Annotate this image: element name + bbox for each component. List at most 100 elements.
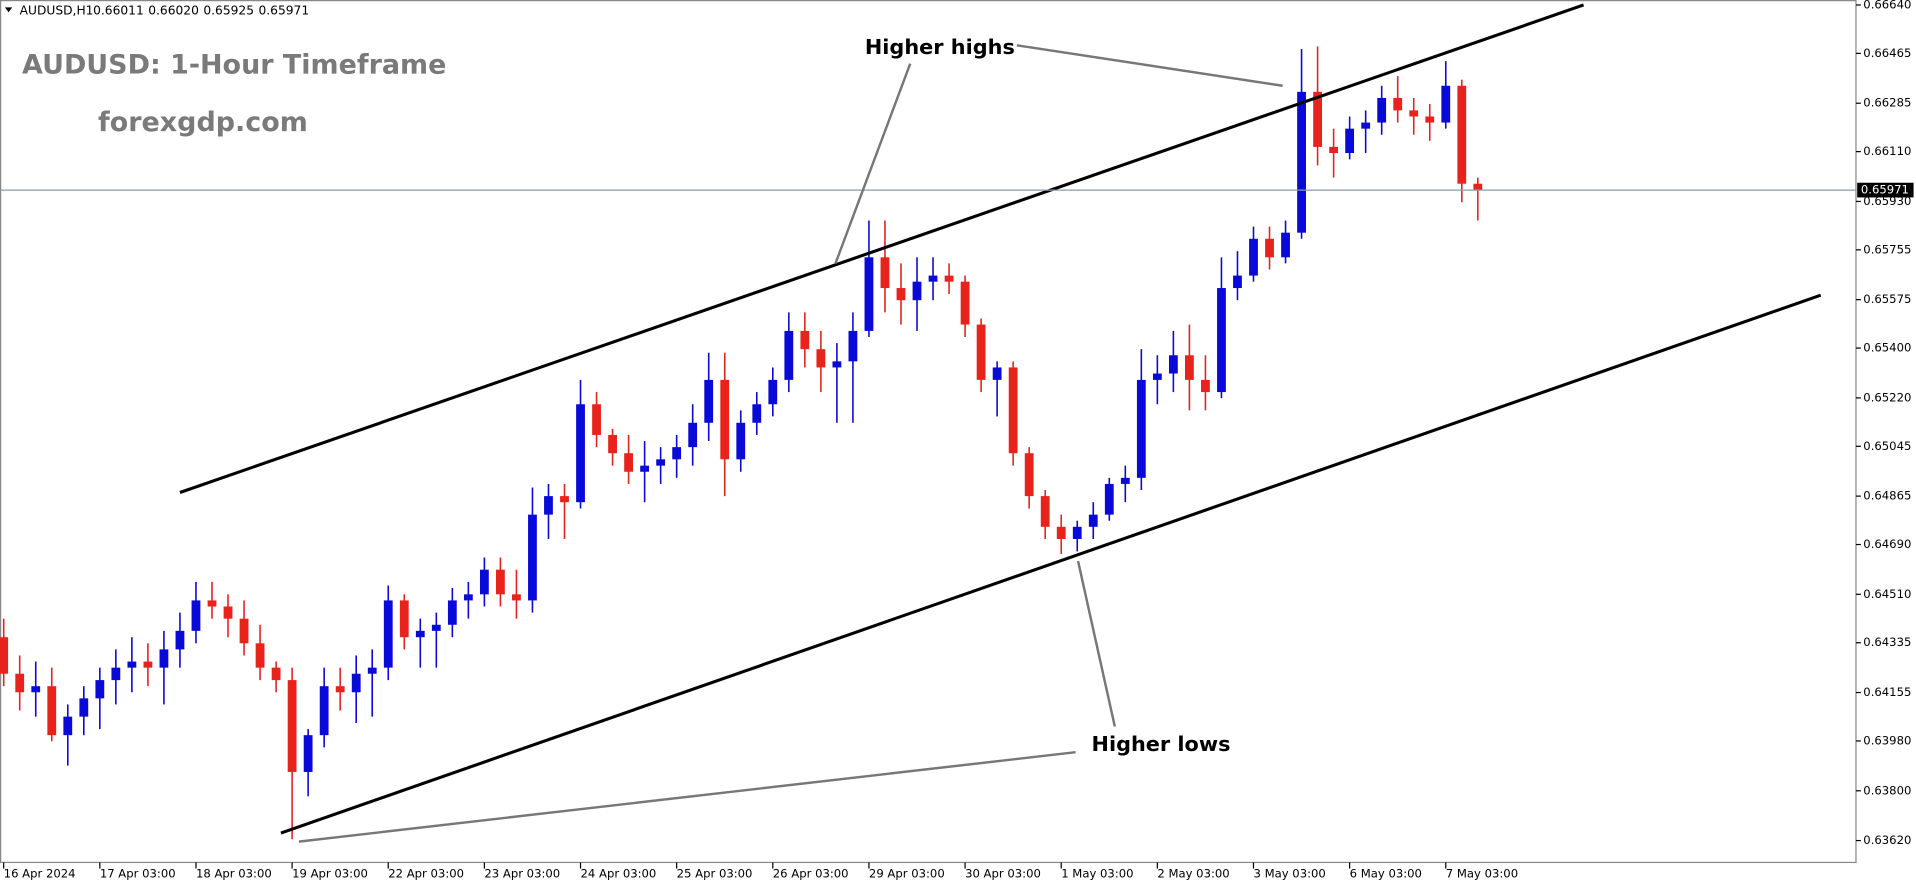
candle-body	[784, 330, 794, 380]
x-tick-label: 17 Apr 03:00	[100, 867, 176, 881]
candle-body	[175, 630, 185, 650]
y-tick-label: 0.64690	[1863, 537, 1911, 551]
y-tick-label: 0.66110	[1863, 144, 1911, 158]
y-tick-label: 0.65575	[1863, 292, 1911, 306]
candle-body	[592, 404, 601, 435]
annotation-pointers	[298, 44, 1283, 843]
candle-body	[992, 367, 1002, 380]
candle-body	[768, 379, 778, 405]
candle-body	[624, 453, 634, 472]
candle-body	[928, 275, 938, 282]
symbol-arrow	[4, 7, 13, 13]
candle-body	[319, 686, 329, 736]
candle-body	[463, 594, 473, 601]
candle-body	[1120, 477, 1130, 484]
candle-body	[383, 600, 393, 668]
candle-body	[880, 257, 890, 289]
y-tick-label: 0.63800	[1863, 783, 1911, 797]
candle-body	[1297, 91, 1306, 233]
candle-body	[111, 667, 121, 681]
x-tick-label: 25 Apr 03:00	[677, 867, 753, 881]
trendlines: 0.65971	[0, 3, 1914, 835]
x-tick-label: 29 Apr 03:00	[869, 867, 945, 881]
candle-body	[1056, 526, 1066, 539]
candle-body	[191, 600, 201, 631]
candle-body	[608, 434, 617, 454]
candle-body	[832, 361, 842, 368]
candles	[0, 46, 1483, 840]
ticks: 0.666400.664650.662850.661100.659300.657…	[3, 0, 1911, 881]
candle-body	[800, 330, 810, 350]
candle-body	[1377, 97, 1387, 123]
candle-body	[720, 379, 730, 460]
y-tick-label: 0.66640	[1863, 0, 1911, 11]
candle-body	[752, 404, 762, 423]
candle-body	[1104, 483, 1114, 515]
candle-body	[447, 600, 457, 625]
candle-body	[1393, 97, 1403, 111]
trendline	[179, 3, 1585, 494]
candle-body	[912, 281, 922, 301]
y-tick-label: 0.63620	[1863, 833, 1911, 847]
candle-body	[1361, 122, 1371, 129]
candle-body	[1345, 128, 1355, 154]
chart-title: AUDUSD: 1-Hour Timeframe	[22, 50, 446, 81]
candle-body	[528, 514, 537, 601]
x-tick-label: 2 May 03:00	[1157, 867, 1229, 881]
candle-body	[335, 686, 345, 693]
x-tick-label: 23 Apr 03:00	[484, 867, 560, 881]
candle-body	[1409, 110, 1419, 117]
candle-body	[1217, 288, 1226, 393]
candle-body	[47, 686, 57, 736]
candle-body	[1088, 514, 1098, 527]
candle-body	[0, 637, 9, 674]
current-price-label: 0.65971	[1861, 183, 1909, 197]
candle-body	[143, 661, 153, 668]
candle-body	[1313, 91, 1322, 147]
pointer	[1016, 44, 1283, 87]
candle-body	[672, 447, 682, 460]
x-tick-label: 7 May 03:00	[1446, 867, 1518, 881]
candle-body	[207, 600, 217, 607]
last-high: 0.66020	[148, 4, 199, 18]
last-open: 0.66011	[93, 4, 144, 18]
candle-body	[1233, 275, 1242, 289]
candle-body	[496, 569, 505, 595]
symbol: AUDUSD,H1	[20, 4, 94, 18]
x-tick-label: 3 May 03:00	[1253, 867, 1325, 881]
candle-body	[303, 735, 313, 772]
candle-body	[848, 330, 858, 362]
annotation: Higher lows	[1092, 732, 1231, 756]
pointer	[298, 750, 1076, 843]
x-tick-label: 30 Apr 03:00	[965, 867, 1041, 881]
y-tick-label: 0.63980	[1863, 733, 1911, 747]
last-low: 0.65925	[203, 4, 254, 18]
candle-body	[736, 422, 746, 460]
y-tick-label: 0.66285	[1863, 96, 1911, 110]
candle-body	[960, 281, 970, 325]
candle-body	[79, 698, 89, 717]
candle-body	[1184, 355, 1194, 380]
candle-body	[271, 667, 281, 681]
x-tick-label: 1 May 03:00	[1061, 867, 1133, 881]
last-close: 0.65971	[258, 4, 309, 18]
candle-body	[223, 606, 233, 619]
pointer	[1076, 560, 1117, 727]
x-tick-label: 24 Apr 03:00	[581, 867, 657, 881]
candle-body	[415, 630, 425, 638]
candle-body	[1473, 183, 1483, 191]
x-tick-label: 6 May 03:00	[1350, 867, 1422, 881]
candle-body	[95, 680, 105, 699]
candle-body	[1265, 238, 1274, 258]
candle-body	[576, 404, 585, 503]
candle-body	[15, 673, 25, 693]
chart-subtitle: forexgdp.com	[98, 107, 308, 138]
candle-body	[1040, 496, 1050, 527]
candle-body	[1329, 146, 1339, 154]
candle-body	[1425, 116, 1435, 123]
candle-body	[1249, 238, 1258, 276]
candle-body	[864, 257, 874, 331]
candle-body	[431, 624, 441, 631]
